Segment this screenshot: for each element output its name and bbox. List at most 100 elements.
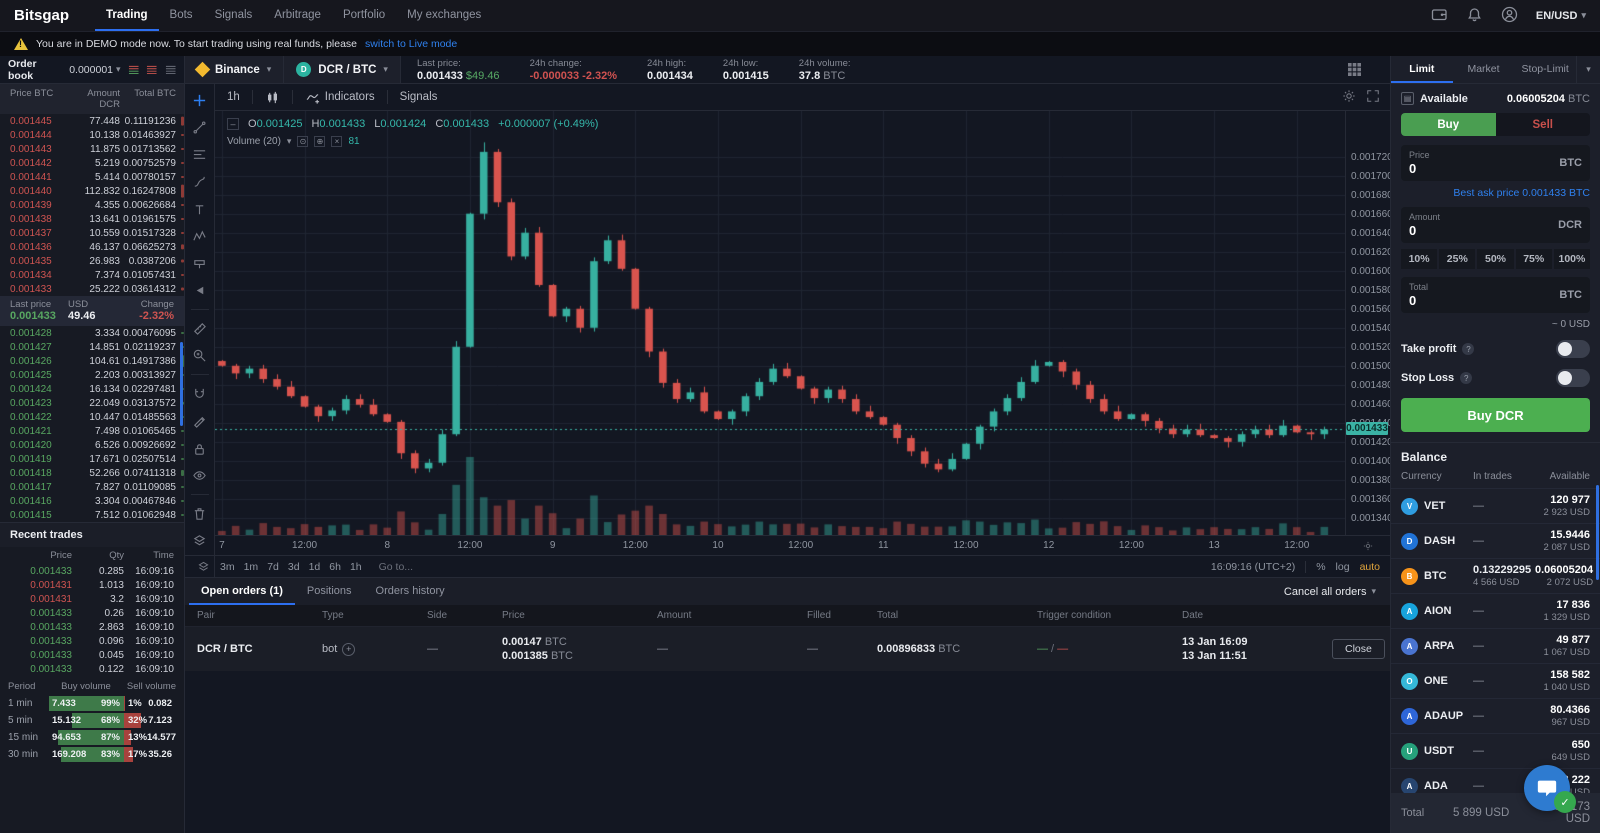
layout-grid-icon[interactable] xyxy=(1335,62,1374,77)
crosshair-icon[interactable] xyxy=(189,92,211,109)
pct-25-button[interactable]: 25% xyxy=(1439,249,1476,269)
orderbook-grouping-select[interactable]: 0.000001 ▾ xyxy=(69,63,121,76)
percent-scale-button[interactable]: % xyxy=(1316,560,1326,573)
orderbook-view-both-icon[interactable] xyxy=(128,64,139,76)
price-axis[interactable]: 0.001720 0.001700 0.001680 0.001660 0.001640… xyxy=(1345,111,1390,535)
range-3d[interactable]: 3d xyxy=(287,560,300,573)
orderbook-row[interactable]: 0.001418 52.266 0.07411318 xyxy=(0,466,184,480)
range-1m[interactable]: 1m xyxy=(243,560,259,573)
signals-button[interactable]: Signals xyxy=(399,91,438,103)
indicators-button[interactable]: Indicators xyxy=(293,84,387,110)
balance-row-vet[interactable]: V VET —120 977 2 923 USD xyxy=(1391,488,1600,523)
orderbook-row[interactable]: 0.001445 77.448 0.11191236 xyxy=(0,114,184,128)
notifications-bell-icon[interactable] xyxy=(1466,6,1483,26)
orderbook-row[interactable]: 0.001439 4.355 0.00626684 xyxy=(0,198,184,212)
orderbook-row[interactable]: 0.001436 46.137 0.06625273 xyxy=(0,240,184,254)
account-avatar-icon[interactable] xyxy=(1501,6,1518,26)
wallet-icon[interactable] xyxy=(1431,6,1448,26)
log-scale-button[interactable]: log xyxy=(1335,560,1350,573)
cancel-all-orders-button[interactable]: Cancel all orders ▾ xyxy=(1283,585,1376,598)
tab-open-orders[interactable]: Open orders (1) xyxy=(189,578,295,605)
zoom-in-icon[interactable] xyxy=(189,347,211,364)
bitsgap-logo[interactable]: Bitsgap xyxy=(14,7,70,24)
magnet-icon[interactable] xyxy=(189,385,211,402)
more-order-types-icon[interactable]: ▾ xyxy=(1576,56,1600,83)
ruler-icon[interactable] xyxy=(189,320,211,337)
orderbook-row[interactable]: 0.001438 13.641 0.01961575 xyxy=(0,212,184,226)
goto-date-button[interactable]: Go to... xyxy=(378,560,414,573)
nav-my-exchanges[interactable]: My exchanges xyxy=(407,8,482,21)
range-6h[interactable]: 6h xyxy=(329,560,341,573)
language-currency-selector[interactable]: EN/USD ▾ xyxy=(1535,9,1586,22)
tab-positions[interactable]: Positions xyxy=(306,584,352,597)
tab-orders-history[interactable]: Orders history xyxy=(375,584,445,597)
balance-row-arpa[interactable]: A ARPA —49 877 1 067 USD xyxy=(1391,628,1600,663)
orderbook-row[interactable]: 0.001434 7.374 0.01057431 xyxy=(0,268,184,282)
forecast-position-icon[interactable] xyxy=(189,255,211,272)
hide-drawings-eye-icon[interactable] xyxy=(189,467,211,484)
remove-drawings-trash-icon[interactable] xyxy=(189,505,211,522)
orderbook-row[interactable]: 0.001443 11.875 0.01713562 xyxy=(0,142,184,156)
take-profit-toggle[interactable] xyxy=(1556,340,1590,358)
balance-row-one[interactable]: O ONE —158 582 1 040 USD xyxy=(1391,663,1600,698)
orderbook-row[interactable]: 0.001420 6.526 0.00926692 xyxy=(0,438,184,452)
exchange-selector[interactable]: Binance ▾ xyxy=(185,56,285,83)
orderbook-row[interactable]: 0.001435 26.983 0.0387206 xyxy=(0,254,184,268)
close-order-button[interactable]: Close xyxy=(1332,639,1385,659)
take-profit-help-icon[interactable]: ? xyxy=(1462,343,1475,355)
switch-to-live-link[interactable]: switch to Live mode xyxy=(365,38,458,50)
balance-scrollbar[interactable] xyxy=(1596,485,1599,580)
tab-limit[interactable]: Limit xyxy=(1391,56,1453,83)
total-field[interactable]: Total 0 BTC xyxy=(1401,277,1590,313)
orderbook-row[interactable]: 0.001437 10.559 0.01517328 xyxy=(0,226,184,240)
axis-settings-corner[interactable] xyxy=(1345,535,1390,555)
balance-row-dash[interactable]: D DASH —15.9446 2 087 USD xyxy=(1391,523,1600,558)
buy-dcr-button[interactable]: Buy DCR xyxy=(1401,398,1590,432)
pct-10-button[interactable]: 10% xyxy=(1401,249,1438,269)
balance-row-aion[interactable]: A AION —17 836 1 329 USD xyxy=(1391,593,1600,628)
orderbook-row[interactable]: 0.001419 17.671 0.02507514 xyxy=(0,452,184,466)
text-tool-icon[interactable] xyxy=(189,201,211,218)
collapse-legend-icon[interactable]: – xyxy=(227,118,239,130)
fullscreen-icon[interactable] xyxy=(1366,89,1380,106)
balance-row-usdt[interactable]: U USDT —650 649 USD xyxy=(1391,733,1600,768)
bot-info-icon[interactable]: + xyxy=(342,642,356,656)
fib-retracement-icon[interactable] xyxy=(189,146,211,163)
nav-trading[interactable]: Trading xyxy=(95,0,159,31)
buy-tab[interactable]: Buy xyxy=(1401,113,1496,136)
orderbook-row[interactable]: 0.001440 112.832 0.16247808 xyxy=(0,184,184,198)
chart-settings-gear-icon[interactable] xyxy=(1342,89,1356,106)
price-field[interactable]: Price 0 BTC xyxy=(1401,145,1590,181)
best-ask-link[interactable]: Best ask price 0.001433 BTC xyxy=(1453,187,1590,199)
stop-loss-toggle[interactable] xyxy=(1556,369,1590,387)
balance-row-adaup[interactable]: A ADAUP —80.4366 967 USD xyxy=(1391,698,1600,733)
orderbook-row[interactable]: 0.001433 25.222 0.03614312 xyxy=(0,282,184,296)
orderbook-view-bids-icon[interactable] xyxy=(165,64,176,76)
support-chat-button[interactable]: ✓ xyxy=(1524,765,1576,813)
drawing-mode-icon[interactable] xyxy=(189,412,211,429)
orderbook-row[interactable]: 0.001415 7.512 0.01062948 xyxy=(0,508,184,522)
range-3m[interactable]: 3m xyxy=(220,560,235,573)
price-chart-canvas[interactable] xyxy=(215,111,1345,535)
orderbook-row[interactable]: 0.001416 3.304 0.00467846 xyxy=(0,494,184,508)
orderbook-row[interactable]: 0.001421 7.498 0.01065465 xyxy=(0,424,184,438)
indicator-settings-icon[interactable]: ⊕ xyxy=(314,136,326,147)
arrow-marker-icon[interactable] xyxy=(189,282,211,299)
orderbook-row[interactable]: 0.001444 10.138 0.01463927 xyxy=(0,128,184,142)
range-1d[interactable]: 1d xyxy=(308,560,321,573)
amount-field[interactable]: Amount 0 DCR xyxy=(1401,207,1590,243)
orderbook-row[interactable]: 0.001424 16.134 0.02297481 xyxy=(0,382,184,396)
pattern-xabcd-icon[interactable] xyxy=(189,228,211,245)
nav-bots[interactable]: Bots xyxy=(169,8,193,21)
orderbook-row[interactable]: 0.001425 2.203 0.00313927 xyxy=(0,368,184,382)
object-tree-layers-icon[interactable] xyxy=(189,532,211,549)
lock-drawings-icon[interactable] xyxy=(189,440,211,457)
nav-portfolio[interactable]: Portfolio xyxy=(342,8,386,21)
layers-icon[interactable] xyxy=(195,558,211,576)
time-axis[interactable]: 7 12:00 8 12:00 9 12:00 10 12:00 11 12:00 12 12:00 1… xyxy=(215,535,1345,555)
auto-scale-button[interactable]: auto xyxy=(1359,560,1380,573)
interval-select[interactable]: 1h xyxy=(227,91,240,103)
indicator-remove-icon[interactable]: × xyxy=(331,136,343,147)
orderbook-row[interactable]: 0.001423 22.049 0.03137572 xyxy=(0,396,184,410)
indicator-visibility-icon[interactable]: ⊙ xyxy=(297,136,309,147)
